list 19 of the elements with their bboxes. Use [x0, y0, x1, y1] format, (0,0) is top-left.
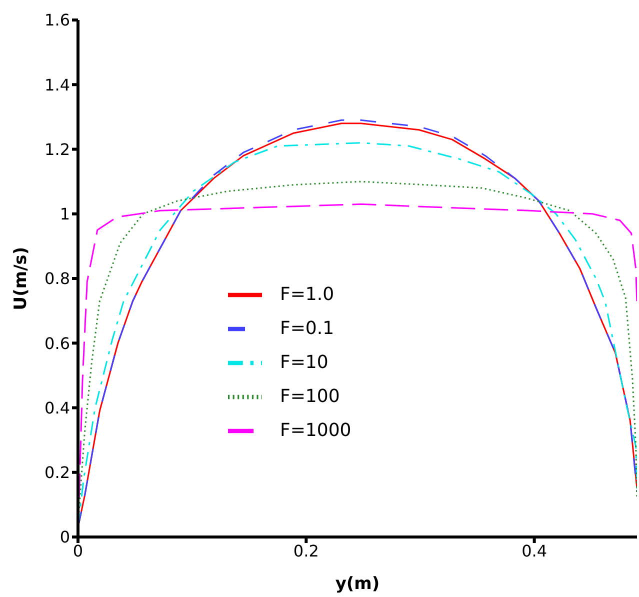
y-axis-title: U(m/s): [11, 246, 32, 310]
x-tick-label: 0: [72, 541, 84, 560]
y-tick-label: 0: [60, 528, 70, 547]
legend-label: F=100: [280, 386, 340, 407]
x-tick-label: 0.2: [293, 541, 319, 560]
y-tick-label: 0.2: [44, 463, 70, 482]
y-tick-label: 0.4: [44, 398, 70, 418]
y-tick-label: 0.8: [44, 269, 70, 288]
y-tick-label: 0.6: [44, 334, 70, 353]
legend-label: F=0.1: [280, 318, 334, 339]
x-axis-title: y(m): [335, 574, 380, 594]
y-tick-label: 1: [60, 204, 70, 224]
legend-label: F=1.0: [280, 284, 334, 305]
legend-label: F=1000: [280, 420, 352, 441]
y-tick-label: 1.2: [44, 140, 70, 159]
x-tick-label: 0.4: [522, 541, 548, 560]
y-tick-label: 1.4: [44, 75, 70, 94]
y-tick-label: 1.6: [44, 10, 70, 30]
legend-label: F=10: [280, 352, 328, 373]
